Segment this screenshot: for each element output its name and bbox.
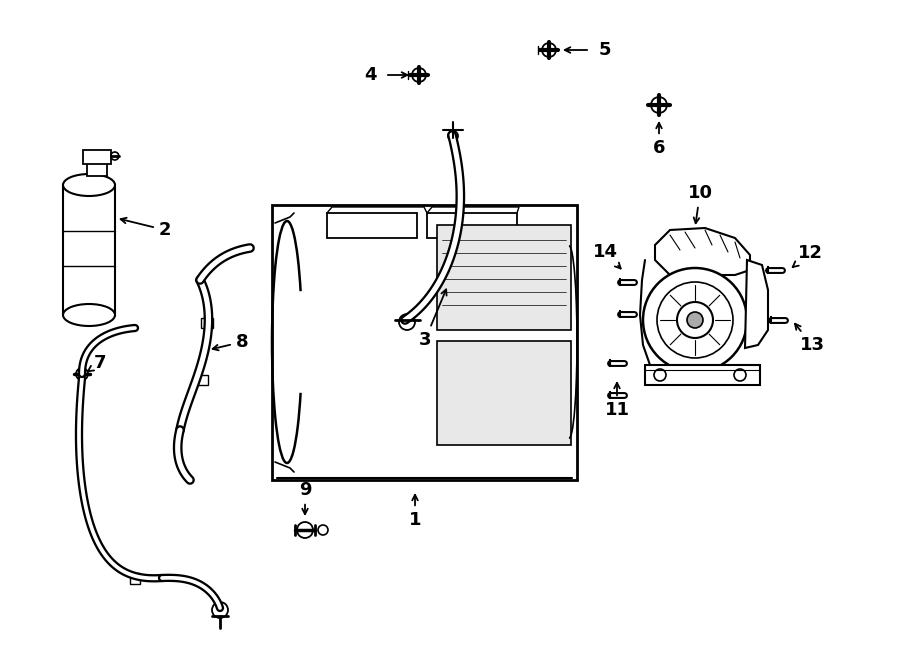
Circle shape (654, 369, 666, 381)
Bar (645, 365, 760, 385)
Polygon shape (655, 228, 750, 275)
Text: 4: 4 (364, 66, 376, 84)
Bar (130, 573, 140, 584)
Circle shape (643, 268, 747, 372)
Circle shape (542, 43, 556, 57)
Ellipse shape (63, 174, 115, 196)
Circle shape (687, 312, 703, 328)
Bar (83, 150, 111, 164)
Bar (86, 162, 107, 176)
Circle shape (212, 602, 228, 618)
Text: 5: 5 (598, 41, 611, 59)
Text: 9: 9 (299, 481, 311, 514)
Circle shape (297, 522, 313, 538)
Ellipse shape (63, 304, 115, 326)
Bar (63, 185, 115, 315)
Text: 13: 13 (795, 324, 824, 354)
Text: 6: 6 (652, 123, 665, 157)
Circle shape (734, 369, 746, 381)
Text: 1: 1 (409, 495, 421, 529)
Bar (196, 375, 208, 385)
Circle shape (76, 368, 88, 380)
Bar (327, 213, 417, 238)
Circle shape (651, 97, 667, 113)
Circle shape (412, 68, 426, 82)
Bar (436, 340, 571, 445)
Text: 14: 14 (592, 243, 621, 268)
Text: 2: 2 (121, 217, 171, 239)
Bar (427, 213, 517, 238)
Circle shape (399, 314, 415, 330)
Polygon shape (745, 260, 768, 348)
Text: 10: 10 (688, 184, 713, 223)
Text: 3: 3 (418, 290, 446, 349)
Circle shape (318, 525, 328, 535)
Bar (436, 225, 571, 329)
Bar (201, 318, 213, 328)
Text: 8: 8 (212, 333, 248, 351)
Text: 7: 7 (88, 354, 106, 372)
Text: 11: 11 (605, 383, 629, 419)
Circle shape (677, 302, 713, 338)
Circle shape (448, 131, 458, 141)
Bar (272, 205, 577, 480)
Text: 12: 12 (793, 244, 823, 267)
